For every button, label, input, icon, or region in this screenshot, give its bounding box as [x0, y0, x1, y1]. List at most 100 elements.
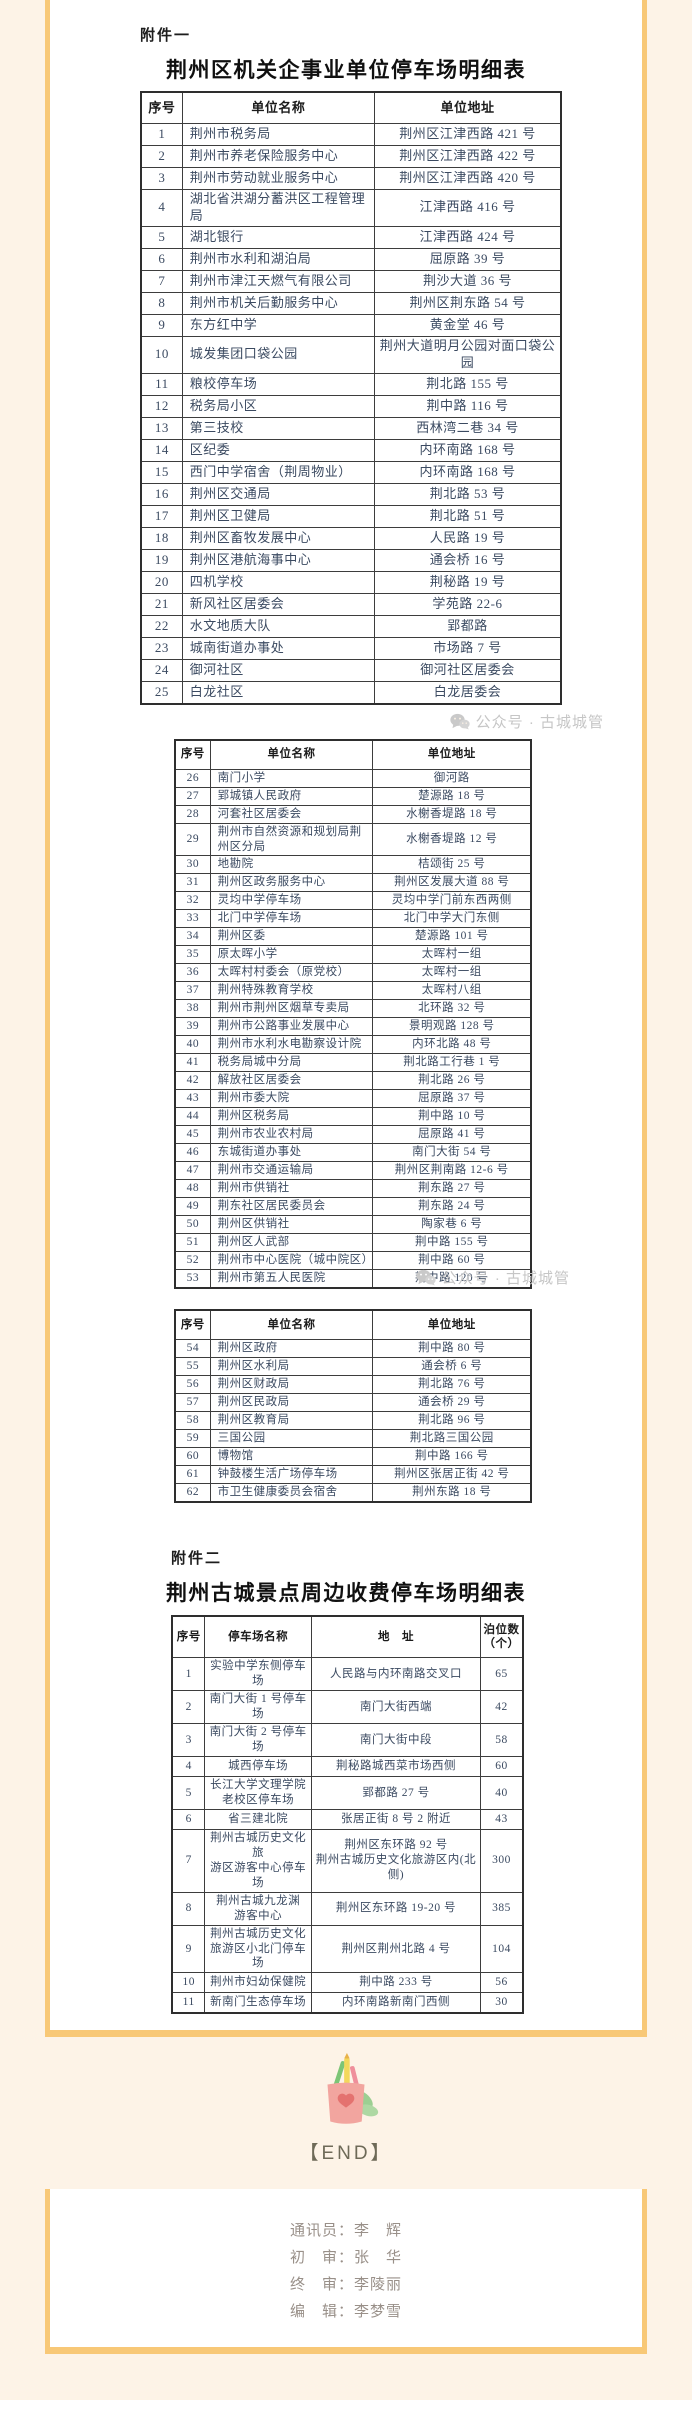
table-cell: 东方红中学: [181, 314, 374, 336]
table-cell: 郢都路: [373, 615, 560, 637]
table-cell: 荆中路 80 号: [372, 1340, 530, 1358]
table-row: 54 荆州区政府 荆中路 80 号: [176, 1339, 530, 1358]
table-cell: 张居正街 8 号 2 附近: [310, 1809, 480, 1829]
table-cell: 荆北路 26 号: [372, 1072, 530, 1090]
table-cell: 荆州市农业农村局: [209, 1126, 373, 1144]
table-cell: 城发集团口袋公园: [181, 336, 374, 373]
watermark-text: 公众号 · 古城城管: [475, 713, 604, 731]
table-cell: 水榭香堤路 18 号: [372, 805, 530, 823]
table-cell: 北门中学停车场: [209, 910, 373, 928]
table-cell: 59: [186, 1432, 200, 1445]
table-row: 3 荆州市劳动就业服务中心 荆州区江津西路 420 号: [142, 167, 560, 189]
table-row: 60 博物馆 荆中路 166 号: [176, 1447, 530, 1466]
table-cell: 58: [186, 1414, 200, 1427]
table-row: 55 荆州区水利局 通会桥 6 号: [176, 1357, 530, 1376]
table-row: 29 荆州市自然资源和规划局荆州区分局 水榭香堤路 12 号: [176, 822, 530, 856]
table-row: 38 荆州市荆州区烟草专卖局 北环路 32 号: [176, 999, 530, 1018]
table-cell: 1: [158, 126, 166, 142]
table-row: 13 第三技校 西林湾二巷 34 号: [142, 416, 560, 439]
table-cell: 南门大街 2 号停车场: [204, 1724, 310, 1757]
table-row: 25 白龙社区 白龙居委会: [142, 680, 560, 703]
table-cell: 荆沙大道 36 号: [373, 270, 560, 292]
table-row: 52 荆州市中心医院（城中院区） 荆中路 60 号: [176, 1251, 530, 1270]
bottom-white-strip: [0, 2400, 692, 2415]
credit-editor: 编 辑：李梦雪: [289, 2303, 402, 2321]
table-row: 59 三国公园 荆北路三国公园: [176, 1429, 530, 1448]
table-cell: 御河路: [372, 769, 530, 787]
table-cell: 43: [186, 1092, 200, 1105]
table-cell: 荆中路 155 号: [372, 1234, 530, 1252]
document-card: 附件一 荆州区机关企事业单位停车场明细表 序号 单位名称 单位地址 1 荆州市税务局 荆州…: [45, 0, 647, 2038]
unit-table-part3-wrap: 序号 单位名称 单位地址 54 荆州区政府 荆中路 80 号 55 荆州区水利局 通会桥 6 号…: [174, 1309, 532, 1504]
table-cell: 地勘院: [209, 856, 373, 874]
table-cell: 荆北路 53 号: [373, 483, 560, 505]
table-cell: 30: [480, 1993, 522, 2013]
table-row: 11 粮校停车场 荆北路 155 号: [142, 372, 560, 395]
watermark: 公众号 · 古城城管: [449, 711, 604, 732]
table-cell: 荆东社区居民委员会: [209, 1198, 373, 1216]
table-cell: 南门小学: [209, 769, 373, 787]
table-cell: 荆州市公路事业发展中心: [209, 1018, 373, 1036]
table-row: 18 荆州区畜牧发展中心 人民路 19 号: [142, 526, 560, 549]
table-cell: 四机学校: [181, 571, 374, 593]
table-cell: 1: [185, 1667, 192, 1680]
table-cell: 50: [186, 1218, 200, 1231]
table-row: 50 荆州区供销社 陶家巷 6 号: [176, 1215, 530, 1234]
column-header: 单位名称: [181, 93, 374, 123]
table-cell: 屈原路 37 号: [372, 1090, 530, 1108]
table-cell: 4: [158, 199, 166, 215]
table-cell: 博物馆: [209, 1448, 373, 1466]
table-cell: 9: [158, 316, 166, 332]
unit-table-part1: 序号 单位名称 单位地址 1 荆州市税务局 荆州区江津西路 421 号 2 荆州市养老保险服务…: [140, 91, 562, 705]
table-row: 31 荆州区政务服务中心 荆州区发展大道 88 号: [176, 873, 530, 892]
table-cell: 河套社区居委会: [209, 805, 373, 823]
table-cell: 白龙居委会: [373, 681, 560, 703]
table-cell: 湖北省洪湖分蓄洪区工程管理局: [181, 190, 374, 226]
table-row: 11 新南门生态停车场 内环南路新南门西侧 30: [173, 1992, 522, 2013]
table-cell: 45: [186, 1128, 200, 1141]
table-row: 9 东方红中学 黄金堂 46 号: [142, 313, 560, 336]
table-cell: 56: [186, 1378, 200, 1391]
table-row: 21 新风社区居委会 学苑路 22-6: [142, 592, 560, 615]
table-cell: 实验中学东侧停车场: [204, 1658, 310, 1691]
table-cell: 水文地质大队: [181, 615, 374, 637]
table-cell: 7: [158, 272, 166, 288]
table-header-row: 序号 单位名称 单位地址: [176, 1311, 530, 1340]
table-row: 61 钟鼓楼生活广场停车场 荆州区张居正街 42 号: [176, 1465, 530, 1484]
table-cell: 57: [186, 1396, 200, 1409]
bottom-cream-band: [0, 2354, 692, 2400]
table-cell: 3: [158, 170, 166, 186]
table-cell: 23: [154, 639, 169, 655]
table-row: 42 解放社区居委会 荆北路 26 号: [176, 1071, 530, 1090]
table-cell: 荆州市养老保险服务中心: [181, 146, 374, 167]
table-row: 40 荆州市水利水电勘察设计院 内环北路 48 号: [176, 1035, 530, 1054]
table-cell: 城西停车场: [204, 1757, 310, 1777]
table-cell: 郢城镇人民政府: [209, 787, 373, 805]
table-cell: 通会桥 6 号: [372, 1358, 530, 1376]
table-cell: 40: [186, 1038, 200, 1051]
table-row: 2 荆州市养老保险服务中心 荆州区江津西路 422 号: [142, 145, 560, 167]
table-cell: 55: [186, 1360, 200, 1373]
table-cell: 荆州区荆东路 54 号: [373, 292, 560, 314]
table-cell: 江津西路 416 号: [373, 190, 560, 226]
table-cell: 荆州市税务局: [181, 124, 374, 145]
table-row: 4 湖北省洪湖分蓄洪区工程管理局 江津西路 416 号: [142, 189, 560, 226]
table-cell: 荆州区发展大道 88 号: [372, 874, 530, 892]
table-cell: 南门大街 1 号停车场: [204, 1691, 310, 1724]
table-cell: 灵均中学停车场: [209, 892, 373, 910]
table-cell: 24: [154, 661, 169, 677]
table-cell: 荆秘路 19 号: [373, 571, 560, 593]
table-cell: 荆北路 76 号: [372, 1376, 530, 1394]
table-cell: 学苑路 22-6: [373, 593, 560, 615]
table-cell: 第三技校: [181, 417, 374, 439]
table-cell: 54: [186, 1342, 200, 1355]
table-row: 24 御河社区 御河社区居委会: [142, 658, 560, 681]
table-cell: 18: [154, 529, 169, 545]
table-cell: 荆州区畜牧发展中心: [181, 527, 374, 549]
table-cell: 荆州区供销社: [209, 1216, 373, 1234]
table-cell: 荆州古城历史文化旅 游区游客中心停车场: [204, 1829, 310, 1892]
table-row: 33 北门中学停车场 北门中学大门东侧: [176, 909, 530, 928]
table-row: 41 税务局城中分局 荆北路工行巷 1 号: [176, 1053, 530, 1072]
table-cell: 4: [185, 1760, 192, 1773]
